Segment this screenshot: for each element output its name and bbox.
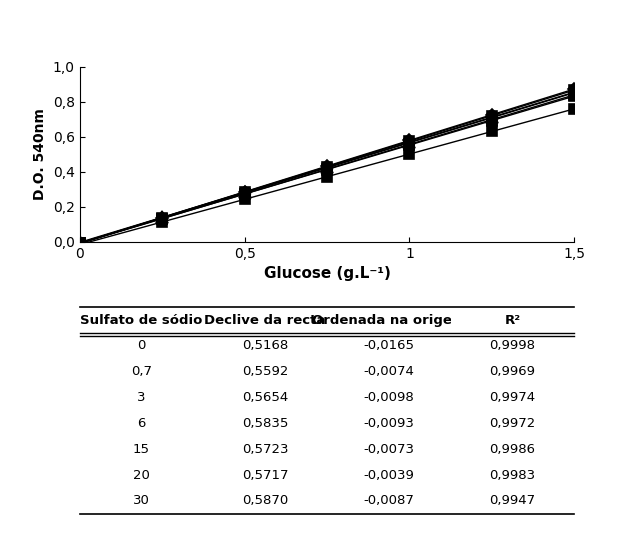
Y-axis label: D.O. 540nm: D.O. 540nm <box>33 108 47 200</box>
X-axis label: Glucose (g.L⁻¹): Glucose (g.L⁻¹) <box>263 266 390 281</box>
